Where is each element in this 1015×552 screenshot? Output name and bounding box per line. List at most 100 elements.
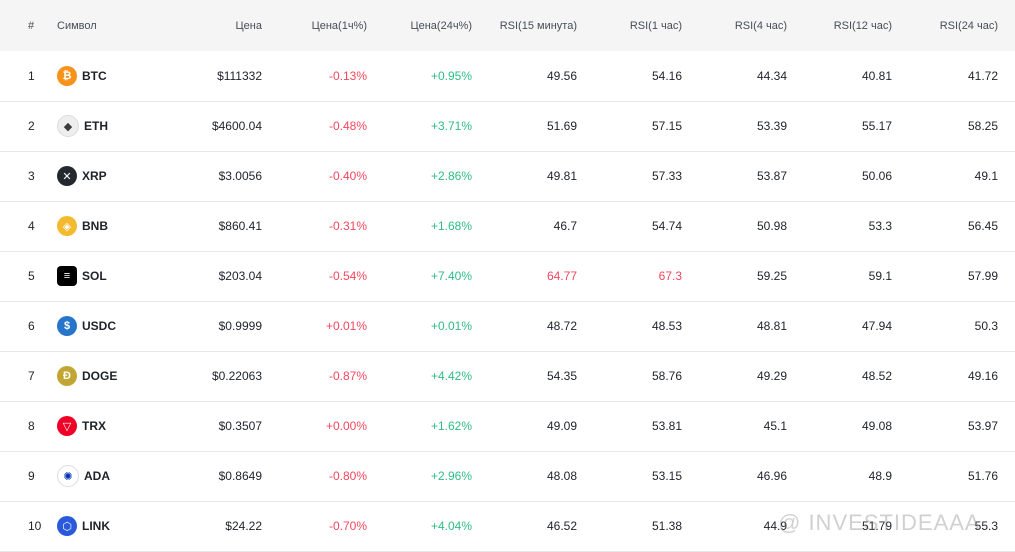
row-index: 3: [28, 169, 35, 183]
symbol-label: USDC: [82, 319, 117, 333]
row-index: 4: [28, 219, 35, 233]
row-change-1h: -0.40%: [328, 169, 367, 183]
row-rsi-12h: 55.17: [861, 119, 892, 133]
symbol-label: DOGE: [82, 369, 118, 383]
row-symbol[interactable]: $ USDC: [57, 301, 157, 351]
row-rsi-1h: 48.53: [651, 319, 682, 333]
row-index: 2: [28, 119, 35, 133]
row-rsi-1h: 53.81: [651, 419, 682, 433]
row-rsi-1h: 53.15: [651, 469, 682, 483]
row-rsi-15m: 49.81: [546, 169, 577, 183]
row-rsi-4h: 44.34: [756, 68, 787, 83]
row-price: $3.0056: [218, 169, 262, 183]
table-row[interactable]: 8 ▽ TRX $0.3507 +0.00% +1.62% 49.09 53.81 45.1 49…: [0, 401, 1015, 451]
row-symbol[interactable]: ≡ SOL: [57, 251, 157, 301]
row-symbol[interactable]: ✺ ADA: [57, 451, 157, 501]
row-price: $111332: [217, 68, 262, 83]
row-rsi-24h: 49.1: [974, 169, 998, 183]
row-symbol[interactable]: ◆ ETH: [57, 101, 157, 151]
row-price: $0.8649: [218, 469, 262, 483]
solana-icon: ≡: [57, 266, 77, 286]
row-rsi-24h: 58.25: [967, 119, 998, 133]
header-rsi-4h[interactable]: RSI(4 час): [734, 19, 787, 32]
row-rsi-24h: 53.97: [967, 419, 998, 433]
row-change-24h: +1.62%: [430, 419, 472, 433]
row-change-24h: +4.04%: [430, 519, 472, 533]
symbol-label: ADA: [84, 469, 110, 483]
row-price: $0.9999: [218, 319, 262, 333]
row-change-1h: -0.31%: [328, 219, 367, 233]
header-rsi-12h[interactable]: RSI(12 час): [833, 19, 892, 32]
row-rsi-24h: 41.72: [967, 68, 998, 83]
row-price: $0.3507: [218, 419, 262, 433]
row-rsi-1h: 57.15: [651, 119, 682, 133]
chainlink-icon: ⬡: [57, 516, 77, 536]
row-index: 9: [28, 469, 35, 483]
table-row[interactable]: 6 $ USDC $0.9999 +0.01% +0.01% 48.72 48.53 48.81…: [0, 301, 1015, 351]
row-rsi-12h: 49.08: [861, 419, 892, 433]
table-row[interactable]: 10 ⬡ LINK $24.22 -0.70% +4.04% 46.52 51.38 44.9 5…: [0, 501, 1015, 551]
row-rsi-24h: 55.3: [974, 519, 998, 533]
ethereum-icon: ◆: [57, 115, 79, 137]
row-rsi-12h: 47.94: [861, 319, 892, 333]
row-price: $4600.04: [211, 119, 262, 133]
row-rsi-15m: 46.7: [553, 219, 577, 233]
symbol-label: BTC: [82, 68, 107, 83]
row-rsi-1h: 67.3: [658, 269, 682, 283]
row-index: 10: [28, 519, 42, 533]
table-row[interactable]: 7 Ð DOGE $0.22063 -0.87% +4.42% 54.35 58.76 49.2…: [0, 351, 1015, 401]
row-rsi-24h: 50.3: [974, 319, 998, 333]
header-rsi-24h[interactable]: RSI(24 час): [939, 19, 998, 32]
header-rsi-15m[interactable]: RSI(15 минута): [499, 19, 577, 32]
row-symbol[interactable]: Ð DOGE: [57, 351, 157, 401]
row-rsi-4h: 59.25: [756, 269, 787, 283]
row-change-24h: +0.95%: [430, 68, 472, 83]
row-rsi-4h: 53.39: [756, 119, 787, 133]
row-index: 5: [28, 269, 35, 283]
row-change-1h: +0.01%: [325, 319, 367, 333]
usdc-icon: $: [57, 316, 77, 336]
row-index: 6: [28, 319, 35, 333]
bnb-icon: ◈: [57, 216, 77, 236]
row-rsi-4h: 50.98: [756, 219, 787, 233]
row-change-1h: -0.13%: [328, 68, 367, 83]
table-row[interactable]: 3 ✕ XRP $3.0056 -0.40% +2.86% 49.81 57.33 53.87 5…: [0, 151, 1015, 201]
row-symbol[interactable]: ◈ BNB: [57, 201, 157, 251]
row-price: $0.22063: [211, 369, 262, 383]
row-price: $203.04: [218, 269, 262, 283]
row-change-24h: +2.86%: [430, 169, 472, 183]
row-change-1h: -0.80%: [328, 469, 367, 483]
row-rsi-12h: 51.79: [861, 519, 892, 533]
row-symbol[interactable]: ⬡ LINK: [57, 501, 157, 551]
table-row[interactable]: 2 ◆ ETH $4600.04 -0.48% +3.71% 51.69 57.15 53.39…: [0, 101, 1015, 151]
table-row[interactable]: 1 ₿ BTC $111332 -0.13% +0.95% 49.56 54.16 44.34 4…: [0, 51, 1015, 101]
symbol-label: XRP: [82, 169, 107, 183]
row-rsi-1h: 51.38: [651, 519, 682, 533]
row-rsi-4h: 46.96: [756, 469, 787, 483]
row-rsi-4h: 44.9: [763, 519, 787, 533]
tron-icon: ▽: [57, 416, 77, 436]
row-rsi-24h: 57.99: [967, 269, 998, 283]
row-rsi-1h: 58.76: [651, 369, 682, 383]
table-header: # Символ Цена Цена(1ч%) Цена(24ч%) RSI(1…: [0, 0, 1015, 51]
row-symbol[interactable]: ▽ TRX: [57, 401, 157, 451]
header-rsi-1h[interactable]: RSI(1 час): [629, 19, 682, 32]
row-rsi-12h: 50.06: [861, 169, 892, 183]
header-price[interactable]: Цена: [235, 19, 262, 32]
row-rsi-4h: 45.1: [763, 419, 787, 433]
header-price-24h[interactable]: Цена(24ч%): [410, 19, 472, 32]
table-row[interactable]: 5 ≡ SOL $203.04 -0.54% +7.40% 64.77 67.3 59.25 59…: [0, 251, 1015, 301]
table-row[interactable]: 4 ◈ BNB $860.41 -0.31% +1.68% 46.7 54.74 50.98 53…: [0, 201, 1015, 251]
row-symbol[interactable]: ₿ BTC: [57, 51, 157, 101]
row-change-1h: +0.00%: [325, 419, 367, 433]
header-index: #: [28, 19, 35, 32]
table-row[interactable]: 9 ✺ ADA $0.8649 -0.80% +2.96% 48.08 53.15 46.96 4…: [0, 451, 1015, 501]
row-symbol[interactable]: ✕ XRP: [57, 151, 157, 201]
row-change-24h: +1.68%: [430, 219, 472, 233]
header-price-1h[interactable]: Цена(1ч%): [311, 19, 367, 32]
row-rsi-1h: 54.16: [651, 68, 682, 83]
row-change-24h: +2.96%: [430, 469, 472, 483]
row-rsi-4h: 48.81: [756, 319, 787, 333]
header-symbol[interactable]: Символ: [57, 19, 97, 32]
row-rsi-12h: 48.9: [868, 469, 892, 483]
